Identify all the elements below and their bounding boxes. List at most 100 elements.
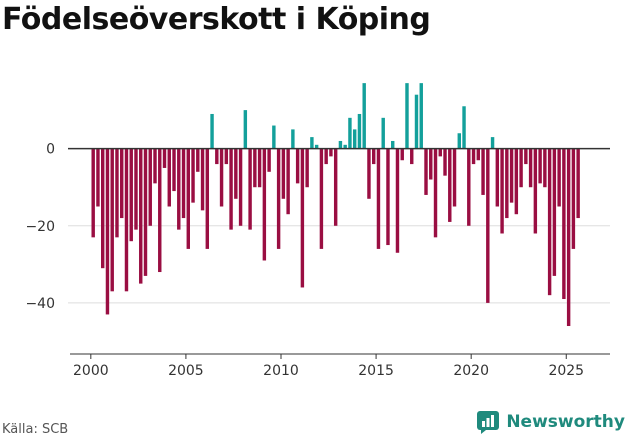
bar: [362, 83, 366, 149]
bar: [181, 148, 186, 219]
bar: [410, 148, 414, 165]
bar: [452, 148, 457, 207]
bar: [200, 148, 205, 211]
bar: [419, 83, 423, 149]
bar: [172, 148, 176, 192]
y-tick-label: −40: [25, 296, 55, 312]
bar: [562, 148, 566, 300]
bar: [238, 148, 243, 226]
bar: [566, 148, 571, 327]
bar: [158, 148, 162, 273]
bar: [134, 148, 138, 230]
brand-name: Newsworthy: [506, 412, 625, 432]
grid-lines: [68, 225, 610, 304]
bar: [424, 148, 428, 195]
bar: [462, 106, 466, 149]
bar: [267, 148, 271, 172]
bar: [262, 148, 267, 261]
bar: [495, 148, 500, 207]
bar: [257, 148, 262, 188]
bar: [343, 144, 347, 149]
bar: [120, 148, 124, 219]
bar: [234, 148, 238, 199]
bar: [514, 148, 519, 215]
bar: [333, 148, 338, 226]
bar: [505, 148, 509, 219]
bar: [457, 133, 461, 149]
bar: [500, 148, 504, 234]
bar: [528, 148, 533, 188]
bar: [229, 148, 233, 230]
x-tick-label: 2000: [73, 363, 109, 379]
bar: [291, 129, 295, 149]
bar: [467, 148, 471, 226]
bar: [386, 148, 390, 246]
bar: [371, 148, 376, 165]
bar: [509, 148, 514, 203]
bar: [486, 148, 490, 303]
bar: [576, 148, 580, 219]
bar: [224, 148, 229, 165]
y-tick-label: −20: [25, 219, 55, 235]
axes: 0 −20 −40 2000 2005 2010 2015 2020 2025: [25, 142, 610, 379]
bar: [448, 148, 452, 222]
bar: [129, 148, 133, 242]
bar: [139, 148, 143, 284]
x-tick-label: 2005: [168, 363, 204, 379]
bar: [148, 148, 152, 226]
bar: [571, 148, 576, 249]
bar: [210, 113, 214, 149]
bar: [205, 148, 210, 249]
bar: [357, 113, 362, 149]
bar: [310, 137, 314, 149]
bar: [177, 148, 181, 230]
bar: [115, 148, 119, 238]
x-tick-label: 2020: [453, 363, 489, 379]
bar: [272, 125, 276, 149]
bar: [471, 148, 476, 165]
bars: [91, 83, 580, 327]
x-tick-label: 2010: [263, 363, 299, 379]
bar: [243, 110, 248, 149]
bar: [490, 137, 495, 149]
brand-logo[interactable]: Newsworthy: [476, 408, 625, 436]
bar: [543, 148, 547, 188]
bar: [524, 148, 528, 165]
bar: [91, 148, 95, 238]
bar: [219, 148, 224, 207]
bar: [476, 148, 481, 161]
bar: [100, 148, 105, 269]
bar: [329, 148, 333, 157]
bar: [167, 148, 171, 207]
bar: [215, 148, 219, 165]
bar: [381, 117, 385, 149]
bar: [391, 140, 395, 149]
newsworthy-logo-icon: [477, 411, 500, 434]
x-tick-label: 2015: [358, 363, 394, 379]
bar: [295, 148, 300, 184]
bar: [162, 148, 167, 168]
bar: [305, 148, 309, 188]
bar: [547, 148, 552, 296]
bar: [433, 148, 438, 238]
bar: [300, 148, 305, 288]
bar: [281, 148, 286, 199]
bar: [533, 148, 538, 234]
bar: [248, 148, 252, 230]
bar: [552, 148, 557, 276]
bar: [196, 148, 200, 172]
bar: [443, 148, 447, 176]
bar: [538, 148, 542, 184]
source-note: Källa: SCB: [2, 422, 69, 437]
bar: [153, 148, 157, 184]
bar: [348, 117, 352, 149]
bar: [105, 148, 110, 315]
bar: [481, 148, 485, 195]
bar: [186, 148, 190, 249]
bar: [414, 94, 419, 149]
bar: [405, 83, 409, 149]
bar: [376, 148, 381, 249]
chart-title: Födelseöverskott i Köping: [2, 2, 431, 37]
bar: [395, 148, 400, 253]
